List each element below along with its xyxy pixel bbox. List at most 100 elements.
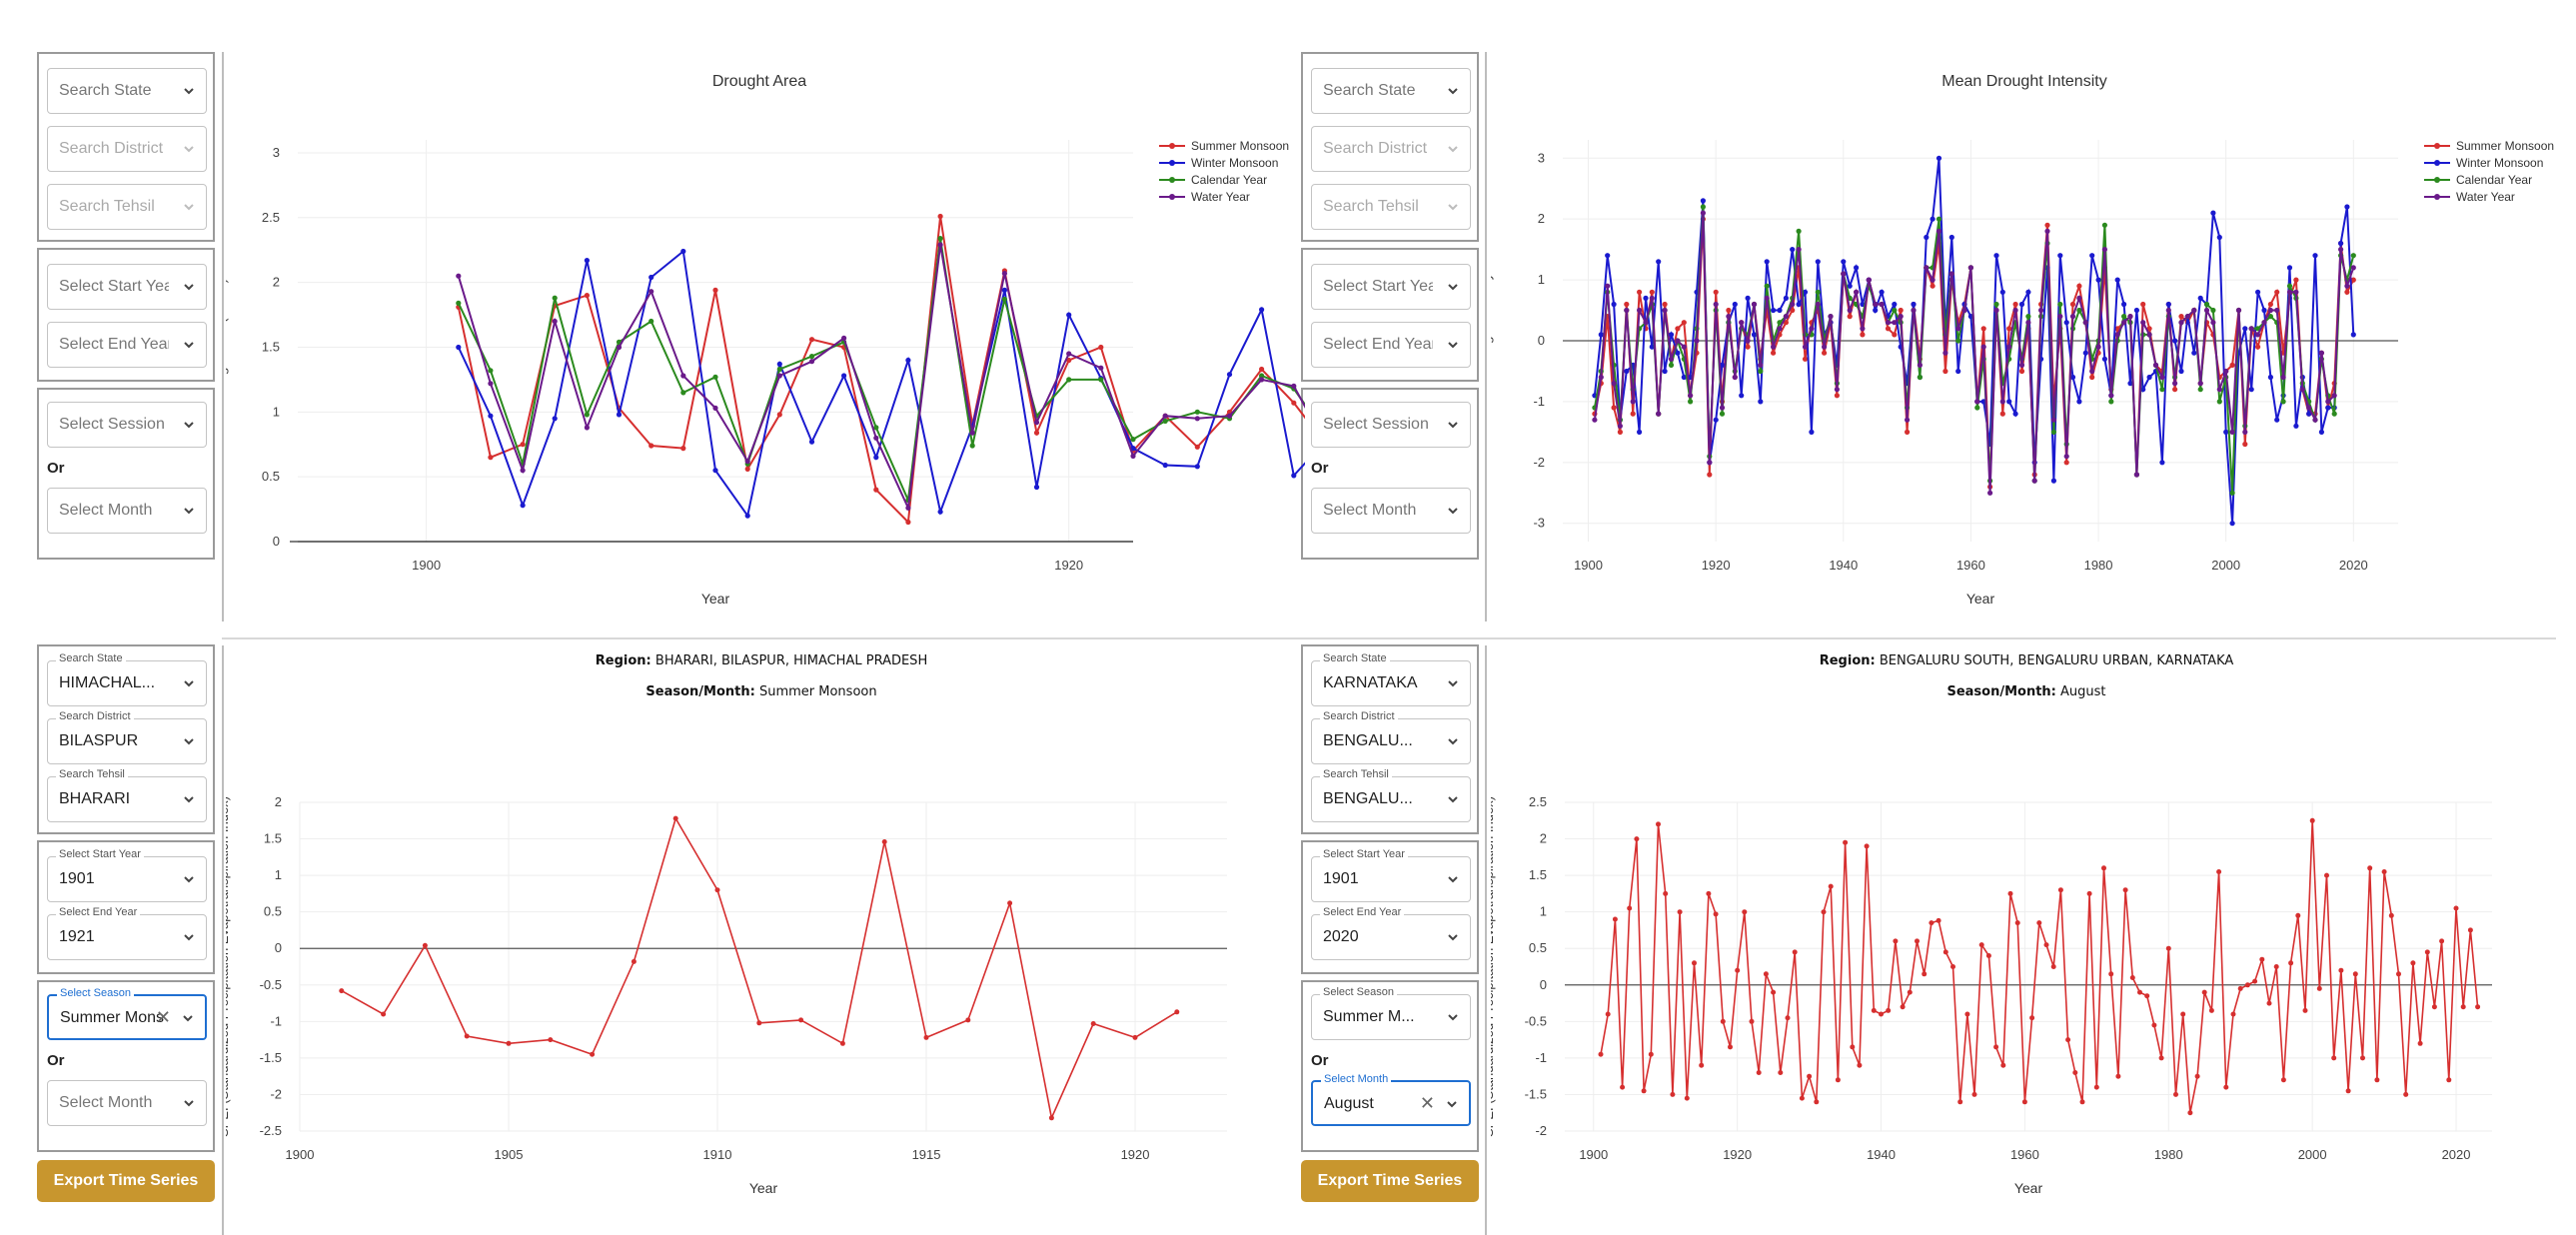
season-select[interactable]: Select Season Summer Mons ✕ [47, 987, 207, 1040]
state-select[interactable]: Search State HIMACHAL... [47, 652, 207, 706]
data-point [1841, 259, 1847, 265]
chevron-down-icon[interactable] [182, 338, 196, 352]
chevron-down-icon[interactable] [182, 676, 196, 690]
chevron-down-icon[interactable] [182, 200, 196, 214]
data-point [1706, 890, 1712, 896]
chevron-down-icon[interactable] [1446, 504, 1460, 518]
chevron-down-icon[interactable] [1446, 280, 1460, 294]
district-select[interactable]: Search District BILASPUR [47, 710, 207, 764]
state-select[interactable]: Search State [1311, 68, 1471, 114]
month-select[interactable]: Select Month [47, 1080, 207, 1126]
data-point [2108, 393, 2114, 399]
chevron-down-icon[interactable] [182, 1096, 196, 1110]
chevron-down-icon[interactable] [1446, 200, 1460, 214]
region-title-prefix: Region: [1820, 653, 1876, 668]
clear-icon[interactable]: ✕ [155, 1007, 171, 1027]
data-point [2184, 314, 2190, 320]
data-point [1924, 234, 1930, 241]
start-year-select[interactable]: Select Start Year 1901 [47, 848, 207, 902]
district-select[interactable]: Search District [47, 126, 207, 172]
data-point [2242, 326, 2248, 332]
data-point [2248, 326, 2254, 332]
data-point [520, 442, 526, 448]
region-title: Region: BENGALURU SOUTH, BENGALURU URBAN… [1820, 653, 2234, 668]
month-select[interactable]: Select Month August ✕ [1311, 1073, 1471, 1126]
chevron-down-icon[interactable] [1446, 676, 1460, 690]
chevron-down-icon[interactable] [1445, 1097, 1459, 1111]
data-point [2187, 1110, 2193, 1116]
chevron-down-icon[interactable] [182, 734, 196, 748]
data-point [2312, 417, 2318, 423]
end-year-select[interactable]: Select End Year [47, 322, 207, 368]
chevron-down-icon[interactable] [1446, 142, 1460, 156]
data-point [2114, 326, 2120, 332]
chevron-down-icon[interactable] [182, 142, 196, 156]
export-time-series-button[interactable]: Export Time Series [1301, 1160, 1479, 1202]
clear-icon[interactable]: ✕ [1419, 1093, 1435, 1113]
data-point [905, 519, 911, 526]
season-select[interactable]: Select Season Summer M... [1311, 986, 1471, 1040]
start-year-select[interactable]: Select Start Year [47, 264, 207, 310]
data-point [1809, 326, 1815, 332]
season-select[interactable]: Select Session [47, 402, 207, 448]
chevron-down-icon[interactable] [1446, 338, 1460, 352]
end-year-select[interactable]: Select End Year [1311, 322, 1471, 368]
legend-label: Summer Monsoon [2456, 139, 2554, 153]
export-time-series-button[interactable]: Export Time Series [37, 1160, 215, 1202]
data-point [2325, 399, 2331, 405]
month-select[interactable]: Select Month [47, 488, 207, 534]
location-filter-group: Search State HIMACHAL... Search District BI… [37, 644, 215, 834]
tehsil-select[interactable]: Search Tehsil BHARARI [47, 768, 207, 822]
data-point [1885, 326, 1892, 332]
season-select[interactable]: Select Session [1311, 402, 1471, 448]
start-year-select[interactable]: Select Start Year [1311, 264, 1471, 310]
data-point [2057, 887, 2063, 893]
tehsil-select[interactable]: Search Tehsil [1311, 184, 1471, 230]
month-select[interactable]: Select Month [1311, 488, 1471, 534]
data-point [756, 1020, 762, 1026]
x-tick-label: 1980 [2084, 558, 2113, 573]
chevron-down-icon[interactable] [1446, 930, 1460, 944]
x-axis-label: Year [2014, 1180, 2043, 1194]
data-point [808, 354, 815, 360]
data-point [1828, 314, 1834, 320]
chevron-down-icon[interactable] [182, 872, 196, 886]
data-point [2089, 253, 2095, 259]
data-point [2201, 989, 2207, 995]
data-point [2089, 374, 2095, 381]
state-select[interactable]: Search State [47, 68, 207, 114]
chevron-down-icon[interactable] [1446, 1010, 1460, 1024]
x-tick-label: 1900 [1574, 558, 1603, 573]
chevron-down-icon[interactable] [1446, 792, 1460, 806]
district-select[interactable]: Search District BENGALU... [1311, 710, 1471, 764]
end-year-select[interactable]: Select End Year 1921 [47, 906, 207, 960]
chevron-down-icon[interactable] [182, 280, 196, 294]
field-placeholder: Select Session [59, 416, 165, 433]
end-year-select[interactable]: Select End Year 2020 [1311, 906, 1471, 960]
chevron-down-icon[interactable] [182, 418, 196, 432]
data-point [2178, 320, 2184, 326]
data-point [1066, 377, 1072, 383]
tehsil-select[interactable]: Search Tehsil BENGALU... [1311, 768, 1471, 822]
district-select[interactable]: Search District [1311, 126, 1471, 172]
chevron-down-icon[interactable] [182, 504, 196, 518]
chevron-down-icon[interactable] [182, 792, 196, 806]
start-year-select[interactable]: Select Start Year 1901 [1311, 848, 1471, 902]
chevron-down-icon[interactable] [182, 930, 196, 944]
chevron-down-icon[interactable] [1446, 872, 1460, 886]
data-point [2076, 283, 2082, 289]
data-point [2230, 1011, 2236, 1017]
data-point [1917, 362, 1923, 368]
chevron-down-icon[interactable] [181, 1011, 195, 1025]
chevron-down-icon[interactable] [1446, 734, 1460, 748]
data-point [1643, 295, 1649, 301]
data-point [2267, 307, 2273, 314]
tehsil-select[interactable]: Search Tehsil [47, 184, 207, 230]
chevron-down-icon[interactable] [1446, 418, 1460, 432]
data-point [2018, 368, 2025, 375]
data-point [1598, 1051, 1604, 1057]
chevron-down-icon[interactable] [1446, 84, 1460, 98]
data-point [2072, 1070, 2078, 1075]
state-select[interactable]: Search State KARNATAKA [1311, 652, 1471, 706]
chevron-down-icon[interactable] [182, 84, 196, 98]
